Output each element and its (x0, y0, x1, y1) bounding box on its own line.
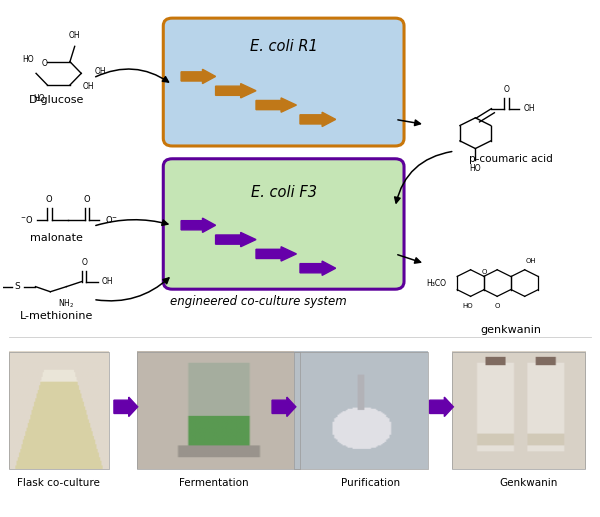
FancyArrow shape (256, 247, 296, 261)
FancyBboxPatch shape (163, 159, 404, 289)
Text: D-glucose: D-glucose (29, 95, 84, 105)
FancyArrow shape (181, 69, 215, 84)
FancyArrow shape (272, 397, 296, 417)
FancyArrow shape (300, 112, 335, 127)
Bar (294, 352, 428, 469)
Text: $^{-}$O: $^{-}$O (20, 214, 33, 225)
Text: HO: HO (470, 164, 481, 173)
Text: OH: OH (83, 82, 95, 90)
Text: HO: HO (462, 303, 473, 309)
FancyArrow shape (215, 84, 256, 98)
Text: OH: OH (69, 31, 80, 40)
Text: O$^{-}$: O$^{-}$ (105, 214, 118, 225)
FancyArrow shape (256, 98, 296, 112)
Text: O: O (42, 59, 47, 68)
Text: HO: HO (23, 55, 34, 64)
Text: S: S (15, 282, 20, 291)
FancyArrow shape (114, 397, 138, 417)
Bar (452, 352, 586, 469)
Text: L-methionine: L-methionine (20, 311, 93, 321)
Text: malonate: malonate (30, 233, 83, 243)
Text: O: O (84, 195, 91, 204)
Bar (137, 352, 300, 469)
Text: E. coli F3: E. coli F3 (251, 185, 317, 200)
Text: p-coumaric acid: p-coumaric acid (469, 154, 553, 164)
FancyArrow shape (215, 233, 256, 247)
Bar (9, 352, 109, 469)
Text: OH: OH (524, 104, 535, 113)
Text: E. coli R1: E. coli R1 (250, 39, 318, 54)
FancyArrow shape (430, 397, 454, 417)
Text: O: O (46, 195, 52, 204)
Text: H₃CO: H₃CO (427, 279, 446, 287)
Text: Flask co-culture: Flask co-culture (17, 478, 100, 488)
Text: Genkwanin: Genkwanin (500, 478, 558, 488)
Text: genkwanin: genkwanin (481, 325, 542, 335)
Text: O: O (481, 269, 487, 276)
Text: O: O (494, 303, 500, 309)
Text: NH$_2$: NH$_2$ (58, 298, 74, 310)
Text: Purification: Purification (341, 478, 400, 488)
Text: O: O (81, 258, 87, 267)
Text: OH: OH (94, 67, 106, 76)
Text: O: O (503, 85, 509, 94)
Text: OH: OH (102, 277, 113, 286)
Text: OH: OH (526, 258, 536, 264)
Text: engineered co-culture system: engineered co-culture system (170, 296, 347, 309)
FancyArrow shape (181, 218, 215, 233)
Text: HO: HO (33, 94, 44, 103)
FancyArrow shape (300, 261, 335, 276)
Text: Fermentation: Fermentation (179, 478, 248, 488)
FancyBboxPatch shape (163, 18, 404, 146)
